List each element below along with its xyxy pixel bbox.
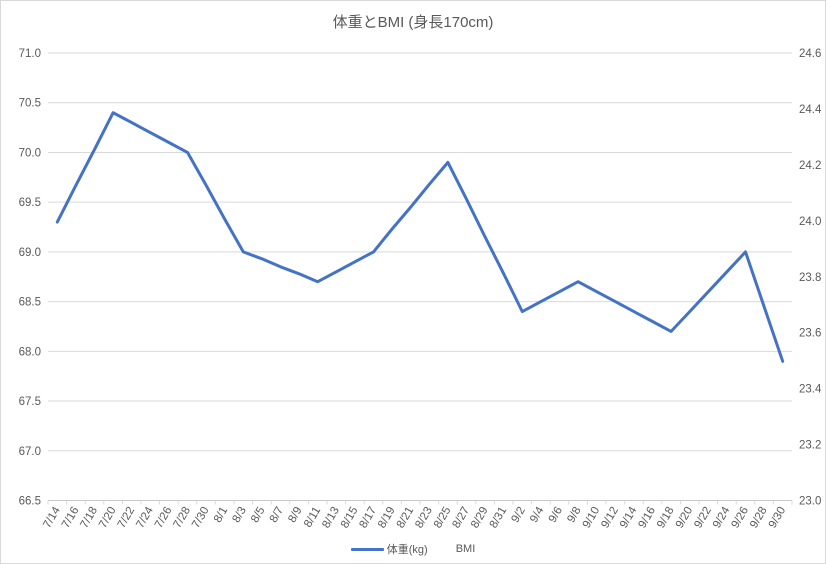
x-axis-label: 8/25 xyxy=(432,505,454,530)
left-axis-label: 69.5 xyxy=(19,197,41,209)
x-axis-label: 8/29 xyxy=(469,505,491,530)
x-axis-label: 7/30 xyxy=(190,505,212,530)
x-axis-label: 9/6 xyxy=(547,505,565,525)
left-axis-label: 69.0 xyxy=(19,247,41,259)
legend-item-bmi[interactable]: BMI xyxy=(456,543,476,555)
x-axis-label: 9/10 xyxy=(581,505,603,530)
right-axis-label: 24.2 xyxy=(799,160,821,172)
x-axis-label: 8/11 xyxy=(302,505,323,530)
x-axis-label: 9/18 xyxy=(655,505,677,530)
right-axis-label: 23.8 xyxy=(799,272,821,284)
right-axis-label: 23.6 xyxy=(799,328,821,340)
x-axis-label: 8/5 xyxy=(249,505,267,525)
x-axis-label: 9/16 xyxy=(637,505,659,530)
left-axis-label: 71.0 xyxy=(19,48,41,60)
x-axis-label: 8/15 xyxy=(339,505,361,530)
left-axis-label: 68.5 xyxy=(19,297,41,309)
x-axis-label: 8/31 xyxy=(488,505,510,530)
right-axis-label: 24.4 xyxy=(799,104,822,116)
legend: 体重(kg) BMI xyxy=(1,541,825,557)
left-axis-label: 70.5 xyxy=(19,98,41,110)
left-axis-label: 67.5 xyxy=(19,396,41,408)
legend-item-weight[interactable]: 体重(kg) xyxy=(350,541,428,557)
x-axis-label: 7/20 xyxy=(97,505,119,530)
x-axis-label: 8/1 xyxy=(212,505,230,525)
right-axis-label: 23.2 xyxy=(799,440,821,452)
x-axis-label: 9/30 xyxy=(767,505,789,530)
x-axis-label: 7/16 xyxy=(60,505,82,530)
right-axis-label: 23.0 xyxy=(799,496,821,508)
x-axis-label: 9/12 xyxy=(599,505,621,530)
x-axis-label: 9/14 xyxy=(618,504,640,530)
x-axis-label: 8/21 xyxy=(395,505,417,530)
weight-line-swatch xyxy=(350,547,384,551)
right-axis-label: 23.4 xyxy=(799,384,822,396)
x-axis-label: 9/4 xyxy=(528,504,547,524)
x-axis-label: 9/20 xyxy=(674,505,696,530)
x-axis-label: 8/13 xyxy=(320,505,342,530)
x-axis-label: 7/26 xyxy=(153,505,175,530)
x-axis-label: 8/19 xyxy=(376,505,398,530)
x-axis-label: 8/17 xyxy=(358,505,380,530)
x-axis-label: 9/28 xyxy=(748,505,770,530)
x-axis-label: 8/3 xyxy=(231,505,249,525)
right-axis-label: 24.6 xyxy=(799,48,821,60)
x-axis-label: 7/24 xyxy=(134,504,156,530)
x-axis-label: 8/27 xyxy=(451,505,473,530)
legend-label-weight: 体重(kg) xyxy=(386,544,428,556)
left-axis-label: 68.0 xyxy=(19,346,41,358)
x-axis-label: 7/14 xyxy=(41,504,63,530)
x-axis-label: 9/8 xyxy=(565,505,583,525)
weight-line xyxy=(55,111,785,363)
x-axis-label: 7/18 xyxy=(79,505,101,530)
left-axis-label: 66.5 xyxy=(19,496,41,508)
x-axis-label: 8/23 xyxy=(413,505,435,530)
legend-label-bmi: BMI xyxy=(455,543,476,555)
right-axis-label: 24.0 xyxy=(799,216,821,228)
x-axis-label: 8/7 xyxy=(268,505,286,525)
chart-title: 体重とBMI (身長170cm) xyxy=(332,14,494,31)
x-axis-label: 8/9 xyxy=(286,505,304,525)
x-axis-label: 7/22 xyxy=(116,505,138,530)
left-axis-label: 67.0 xyxy=(19,446,41,458)
x-axis-label: 7/28 xyxy=(172,505,194,530)
x-axis-label: 9/24 xyxy=(711,504,733,530)
x-axis-label: 9/26 xyxy=(730,505,752,530)
left-axis-label: 70.0 xyxy=(19,147,41,159)
x-axis-label: 9/22 xyxy=(692,505,714,530)
x-axis-label: 9/2 xyxy=(510,505,528,525)
